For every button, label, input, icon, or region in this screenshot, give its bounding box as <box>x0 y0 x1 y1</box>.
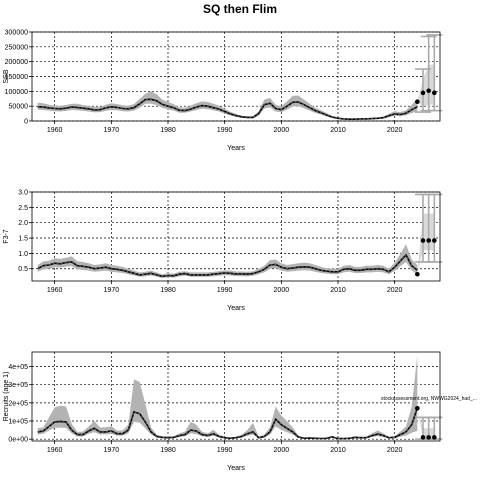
y-tick-label: 200000 <box>5 59 28 66</box>
x-tick-label: 1960 <box>47 447 63 454</box>
projection-point-2025 <box>420 238 426 243</box>
x-tick-label: 2010 <box>330 447 346 454</box>
median-line-dash <box>37 254 418 277</box>
x-tick-label: 1970 <box>104 127 120 134</box>
y-tick-label: 1.0 <box>18 251 28 258</box>
x-tick-label: 1980 <box>160 287 176 294</box>
y-tick-label: 1.5 <box>18 236 28 243</box>
x-tick-label: 2010 <box>330 287 346 294</box>
median-line-dash <box>37 408 418 439</box>
y-tick-label: 2e+05 <box>8 400 28 407</box>
y-tick-label: 0.5 <box>18 266 28 273</box>
median-line-dash <box>37 98 418 120</box>
panel-2: 1960 1970 1980 1990 2000 2010 2020 0.5 1.0 1.5 2.0… <box>3 190 443 312</box>
projection-point-2027 <box>432 238 437 243</box>
y-tick-label: 4e+05 <box>8 364 28 371</box>
y-tick-label: 3e+05 <box>8 382 28 389</box>
y-tick-label: 100000 <box>5 89 28 96</box>
x-tick-label: 2000 <box>274 127 290 134</box>
x-tick-label: 2020 <box>387 127 403 134</box>
y-tick-label: 1e+05 <box>8 419 28 426</box>
projection-point-2027 <box>432 90 437 96</box>
projection-point-2026 <box>426 435 431 440</box>
projection-point-2026 <box>426 238 431 243</box>
projection-band <box>417 64 435 107</box>
panel-3: 1960 1970 1980 1990 2000 2010 2020 0e+00 1e+05 2e… <box>3 351 477 472</box>
projection-point-2026 <box>426 88 431 94</box>
projection-point-2025 <box>420 90 426 96</box>
x-tick-label: 2020 <box>387 447 403 454</box>
x-axis-label: Years <box>227 465 245 472</box>
projection-point-2024 <box>415 271 420 277</box>
axis-box <box>31 191 441 282</box>
x-tick-label: 1980 <box>160 447 176 454</box>
x-tick-label: 1990 <box>217 287 233 294</box>
x-tick-label: 2000 <box>274 447 290 454</box>
x-axis-label: Years <box>227 145 245 152</box>
x-tick-label: 1990 <box>217 127 233 134</box>
panel-1: 1960 1970 1980 1990 2000 2010 2020 0 50000 100000… <box>3 30 443 152</box>
x-tick-label: 1990 <box>217 447 233 454</box>
x-tick-label: 1980 <box>160 127 176 134</box>
x-axis-label: Years <box>227 305 245 312</box>
x-tick-label: 1970 <box>104 447 120 454</box>
y-tick-label: 3.0 <box>18 190 28 197</box>
confidence-band <box>37 244 418 278</box>
source-annotation: stockassessment.org, NWWG2024_had_... <box>381 396 477 402</box>
y-tick-label: 0 <box>24 119 28 126</box>
projection-point-2025 <box>420 435 426 440</box>
projection-band <box>417 408 435 439</box>
y-tick-label: 150000 <box>5 74 28 81</box>
projection-point-2027 <box>432 435 437 440</box>
projection-band <box>417 213 435 275</box>
y-tick-label: 50000 <box>9 104 29 111</box>
x-tick-label: 2010 <box>330 127 346 134</box>
chart-title: SQ then Flim <box>203 2 277 16</box>
projection-point-2024 <box>415 99 420 105</box>
axis-box <box>31 351 441 442</box>
y-axis-label: F3-7 <box>3 229 10 244</box>
x-tick-label: 1960 <box>47 127 63 134</box>
x-tick-label: 2020 <box>387 287 403 294</box>
y-axis-label: SSB <box>3 69 10 83</box>
y-tick-label: 2.5 <box>18 205 28 212</box>
y-tick-label: 300000 <box>5 30 28 37</box>
projection-point-2024 <box>415 406 420 411</box>
y-tick-label: 250000 <box>5 44 28 51</box>
y-tick-label: 2.0 <box>18 220 28 227</box>
x-tick-label: 1970 <box>104 287 120 294</box>
y-tick-label: 0e+00 <box>8 437 28 444</box>
y-axis-label: Recruits (age 1) <box>3 372 10 422</box>
x-tick-label: 1960 <box>47 287 63 294</box>
x-tick-label: 2000 <box>274 287 290 294</box>
